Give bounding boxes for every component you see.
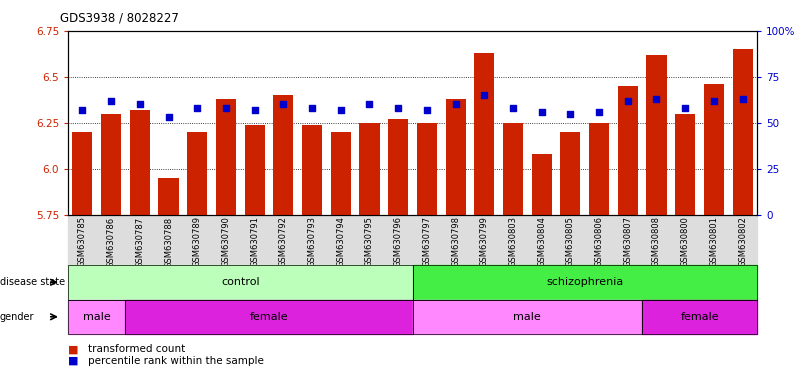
Point [306, 105, 319, 111]
Bar [445, 99, 465, 215]
Bar [474, 53, 494, 215]
Bar [72, 132, 92, 215]
Point [334, 107, 347, 113]
Bar [561, 132, 581, 215]
Bar [503, 123, 523, 215]
Bar [646, 55, 666, 215]
Bar [589, 123, 609, 215]
Text: female: female [680, 312, 718, 322]
Text: ■: ■ [68, 344, 78, 354]
Text: male: male [83, 312, 111, 322]
Point [678, 105, 691, 111]
Bar [360, 123, 380, 215]
Point [707, 98, 720, 104]
Text: female: female [250, 312, 288, 322]
Point [219, 105, 232, 111]
Text: disease state: disease state [0, 277, 65, 287]
Bar [244, 125, 264, 215]
Bar [302, 125, 322, 215]
Point [162, 114, 175, 121]
Point [277, 101, 290, 108]
Point [622, 98, 634, 104]
Point [478, 92, 491, 98]
Point [392, 105, 405, 111]
Text: schizophrenia: schizophrenia [546, 277, 623, 287]
Bar [216, 99, 236, 215]
Text: GDS3938 / 8028227: GDS3938 / 8028227 [60, 12, 179, 25]
Point [736, 96, 749, 102]
Point [506, 105, 519, 111]
Point [593, 109, 606, 115]
Bar [101, 114, 121, 215]
Bar [675, 114, 695, 215]
Point [535, 109, 548, 115]
Bar [704, 84, 724, 215]
Point [449, 101, 462, 108]
Text: male: male [513, 312, 541, 322]
Bar [388, 119, 409, 215]
Point [248, 107, 261, 113]
Point [650, 96, 663, 102]
Bar [331, 132, 351, 215]
Point [134, 101, 147, 108]
Text: transformed count: transformed count [88, 344, 185, 354]
Point [421, 107, 433, 113]
Bar [532, 154, 552, 215]
Point [76, 107, 89, 113]
Bar [618, 86, 638, 215]
Text: control: control [221, 277, 260, 287]
Bar [130, 110, 150, 215]
Bar [187, 132, 207, 215]
Bar [273, 95, 293, 215]
Point [363, 101, 376, 108]
Bar [733, 49, 753, 215]
Text: gender: gender [0, 312, 34, 322]
Point [564, 111, 577, 117]
Text: ■: ■ [68, 356, 78, 366]
Bar [417, 123, 437, 215]
Bar [159, 178, 179, 215]
Point [105, 98, 118, 104]
Text: percentile rank within the sample: percentile rank within the sample [88, 356, 264, 366]
Point [191, 105, 203, 111]
